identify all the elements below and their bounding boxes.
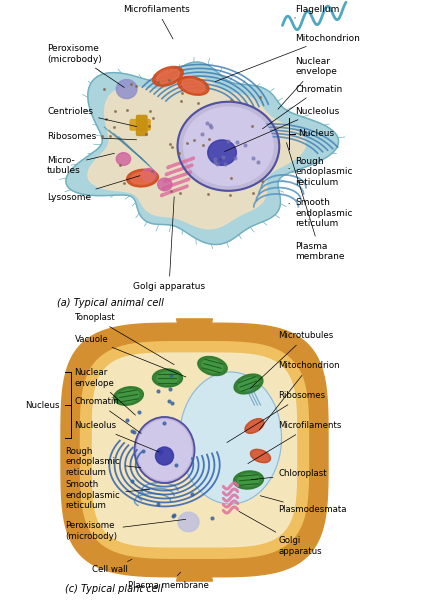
- Ellipse shape: [134, 417, 195, 483]
- Ellipse shape: [208, 140, 236, 166]
- Polygon shape: [176, 319, 212, 341]
- Polygon shape: [66, 62, 338, 244]
- Ellipse shape: [156, 447, 173, 465]
- Text: Chloroplast: Chloroplast: [251, 469, 327, 479]
- Text: Microfilaments: Microfilaments: [248, 421, 342, 464]
- Polygon shape: [176, 558, 212, 581]
- Text: Plasmodesmata: Plasmodesmata: [260, 496, 347, 514]
- Text: Microfilaments: Microfilaments: [123, 5, 190, 39]
- Text: Nuclear
envelope: Nuclear envelope: [74, 368, 136, 415]
- Polygon shape: [101, 332, 139, 368]
- Text: Chromatin: Chromatin: [74, 397, 141, 433]
- Text: Centrioles: Centrioles: [47, 107, 137, 127]
- FancyBboxPatch shape: [136, 115, 147, 136]
- Text: Golgi apparatus: Golgi apparatus: [133, 197, 205, 290]
- Polygon shape: [71, 360, 108, 398]
- Polygon shape: [250, 332, 289, 368]
- Polygon shape: [61, 323, 328, 577]
- Ellipse shape: [118, 390, 139, 402]
- Ellipse shape: [116, 79, 137, 98]
- Ellipse shape: [153, 369, 182, 387]
- Text: Smooth
endoplasmic
reticulum: Smooth endoplasmic reticulum: [289, 198, 353, 228]
- Text: Plasma membrane: Plasma membrane: [128, 572, 210, 589]
- Text: Nucleus: Nucleus: [25, 401, 60, 409]
- Ellipse shape: [156, 70, 179, 83]
- Ellipse shape: [178, 102, 279, 191]
- Polygon shape: [101, 532, 139, 568]
- FancyBboxPatch shape: [130, 119, 150, 130]
- Ellipse shape: [158, 178, 172, 191]
- Ellipse shape: [142, 169, 156, 181]
- Text: Micro-
tubules: Micro- tubules: [47, 153, 114, 175]
- Ellipse shape: [127, 169, 159, 187]
- Ellipse shape: [182, 79, 205, 92]
- Text: (a) Typical animal cell: (a) Typical animal cell: [57, 298, 164, 308]
- Text: Rough
endoplasmic
reticulum: Rough endoplasmic reticulum: [289, 157, 353, 187]
- Text: Mitochondrion: Mitochondrion: [215, 34, 360, 82]
- Text: Rough
endoplasmic
reticulum: Rough endoplasmic reticulum: [65, 447, 141, 477]
- Text: Lysosome: Lysosome: [47, 176, 140, 202]
- Ellipse shape: [250, 449, 271, 463]
- Text: Golgi
apparatus: Golgi apparatus: [239, 511, 322, 556]
- Text: Nucleolus: Nucleolus: [74, 421, 159, 452]
- Polygon shape: [281, 502, 318, 540]
- Text: Tonoplast: Tonoplast: [74, 313, 174, 365]
- Ellipse shape: [178, 512, 199, 532]
- Ellipse shape: [178, 76, 209, 95]
- Text: Vacuole: Vacuole: [74, 335, 186, 377]
- Text: Nuclear
envelope: Nuclear envelope: [278, 57, 337, 109]
- Text: Chromatin: Chromatin: [263, 85, 343, 129]
- Text: Cell wall: Cell wall: [93, 559, 132, 575]
- Text: Ribosomes: Ribosomes: [47, 132, 136, 141]
- Ellipse shape: [234, 374, 263, 394]
- Ellipse shape: [248, 421, 261, 431]
- Text: Plasma
membrane: Plasma membrane: [286, 143, 345, 261]
- Polygon shape: [71, 502, 108, 540]
- Polygon shape: [80, 342, 309, 558]
- Ellipse shape: [153, 67, 183, 86]
- Text: Peroxisome
(microbody): Peroxisome (microbody): [65, 520, 186, 541]
- Text: Nucleolus: Nucleolus: [224, 107, 340, 152]
- Ellipse shape: [184, 107, 273, 185]
- Ellipse shape: [157, 372, 178, 384]
- Ellipse shape: [113, 387, 143, 405]
- Text: Microtubules: Microtubules: [250, 331, 334, 388]
- Ellipse shape: [130, 172, 154, 184]
- Text: Peroxisome
(microbody): Peroxisome (microbody): [47, 44, 125, 88]
- Ellipse shape: [138, 420, 192, 480]
- Ellipse shape: [238, 474, 259, 486]
- Ellipse shape: [245, 419, 264, 433]
- Polygon shape: [250, 532, 289, 568]
- Polygon shape: [93, 353, 297, 547]
- Polygon shape: [281, 360, 318, 398]
- Ellipse shape: [202, 359, 223, 373]
- Ellipse shape: [179, 372, 281, 504]
- Ellipse shape: [198, 356, 227, 376]
- Text: Ribosomes: Ribosomes: [227, 391, 326, 443]
- Ellipse shape: [116, 152, 130, 166]
- Ellipse shape: [253, 451, 268, 461]
- Text: Nucleus: Nucleus: [298, 129, 334, 138]
- Text: (c) Typical plant cell: (c) Typical plant cell: [65, 584, 164, 594]
- Text: Flagellum: Flagellum: [295, 5, 340, 18]
- Text: Smooth
endoplasmic
reticulum: Smooth endoplasmic reticulum: [65, 480, 150, 510]
- Ellipse shape: [238, 377, 258, 391]
- Ellipse shape: [233, 471, 264, 489]
- Polygon shape: [88, 77, 305, 229]
- Text: Mitochondrion: Mitochondrion: [259, 361, 340, 430]
